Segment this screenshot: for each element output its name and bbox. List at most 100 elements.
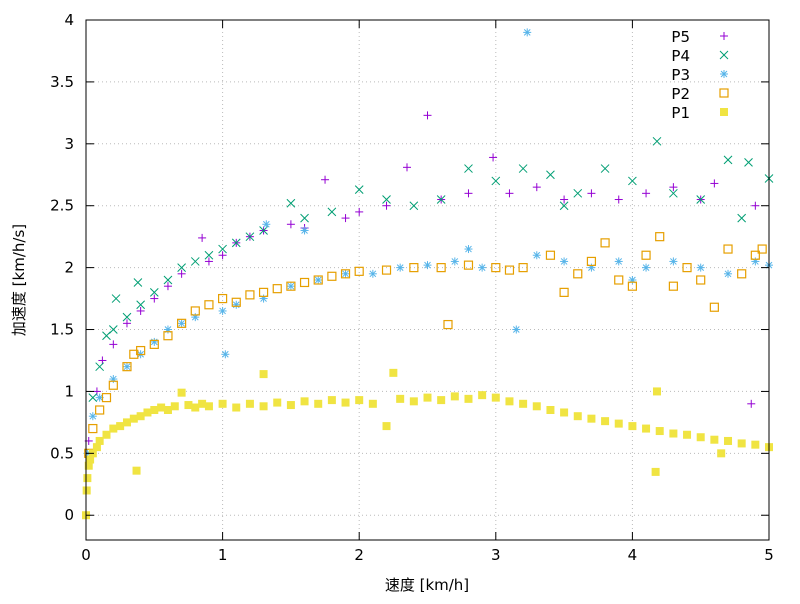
data-point bbox=[327, 207, 337, 217]
marker-shape bbox=[163, 331, 173, 341]
data-point bbox=[300, 213, 309, 223]
data-point bbox=[450, 392, 459, 401]
data-point bbox=[150, 406, 159, 414]
marker-stroke bbox=[354, 185, 364, 194]
marker-shape bbox=[355, 396, 364, 405]
data-point bbox=[136, 345, 146, 356]
marker-shape bbox=[204, 300, 214, 310]
data-point bbox=[655, 232, 665, 242]
data-point bbox=[218, 251, 227, 260]
data-point bbox=[314, 399, 323, 408]
marker-shape bbox=[88, 423, 98, 434]
marker-stroke bbox=[642, 264, 650, 271]
data-point bbox=[523, 28, 532, 37]
data-point bbox=[354, 266, 364, 276]
marker-shape bbox=[409, 397, 418, 406]
marker-shape bbox=[614, 419, 623, 428]
marker-shape bbox=[368, 399, 377, 408]
data-point bbox=[751, 201, 760, 210]
data-point bbox=[132, 466, 141, 475]
marker-shape bbox=[450, 392, 459, 401]
data-point bbox=[204, 300, 214, 310]
y-axis-label: 加速度 [km/h/s] bbox=[10, 224, 28, 336]
data-point bbox=[88, 412, 97, 421]
marker-shape bbox=[723, 244, 733, 254]
marker-shape bbox=[150, 406, 159, 414]
marker-stroke bbox=[190, 257, 200, 266]
data-point bbox=[133, 278, 143, 287]
data-point bbox=[436, 263, 446, 273]
data-point bbox=[177, 263, 186, 272]
marker-stroke bbox=[491, 176, 501, 186]
marker-shape bbox=[382, 422, 391, 431]
series-p4 bbox=[88, 136, 774, 402]
data-point bbox=[258, 287, 269, 297]
marker-shape bbox=[95, 405, 105, 415]
legend-marker-p1 bbox=[720, 108, 728, 116]
marker-shape bbox=[86, 455, 95, 464]
marker-shape bbox=[696, 433, 705, 442]
legend-label: P1 bbox=[671, 104, 690, 122]
data-point bbox=[409, 397, 418, 406]
data-point bbox=[368, 269, 377, 278]
marker-shape bbox=[132, 466, 141, 475]
data-point bbox=[83, 474, 92, 483]
data-point bbox=[122, 418, 131, 427]
data-point bbox=[750, 250, 760, 260]
data-point bbox=[109, 340, 118, 349]
data-point bbox=[163, 275, 173, 285]
marker-stroke bbox=[737, 213, 747, 223]
marker-shape bbox=[136, 345, 146, 356]
marker-shape bbox=[143, 408, 152, 417]
marker-shape bbox=[184, 401, 193, 410]
marker-shape bbox=[136, 412, 145, 421]
data-point bbox=[478, 263, 487, 272]
data-point bbox=[560, 408, 569, 417]
marker-stroke bbox=[600, 164, 610, 173]
marker-shape bbox=[683, 430, 692, 439]
data-point bbox=[95, 405, 105, 415]
grid bbox=[86, 20, 769, 540]
data-point bbox=[327, 271, 337, 281]
data-point bbox=[450, 257, 459, 266]
data-point bbox=[505, 189, 514, 198]
data-point bbox=[82, 486, 91, 495]
marker-shape bbox=[655, 427, 664, 436]
data-point bbox=[757, 244, 767, 254]
data-point bbox=[628, 276, 637, 284]
data-point bbox=[300, 397, 309, 406]
marker-shape bbox=[300, 397, 309, 406]
data-point bbox=[642, 263, 651, 272]
data-point bbox=[108, 325, 118, 334]
data-point bbox=[122, 362, 132, 372]
marker-stroke bbox=[719, 50, 729, 60]
data-point bbox=[573, 269, 583, 279]
data-point bbox=[652, 387, 661, 396]
data-point bbox=[696, 195, 706, 204]
data-point bbox=[286, 220, 295, 229]
data-point bbox=[286, 281, 296, 291]
marker-stroke bbox=[615, 258, 623, 265]
marker-stroke bbox=[133, 278, 143, 287]
data-points bbox=[82, 28, 774, 520]
data-point bbox=[717, 449, 726, 458]
marker-shape bbox=[436, 263, 446, 273]
marker-stroke bbox=[396, 264, 404, 271]
data-point bbox=[655, 427, 664, 436]
data-point bbox=[184, 401, 193, 410]
data-point bbox=[682, 263, 692, 273]
data-point bbox=[177, 318, 187, 328]
data-point bbox=[177, 269, 186, 278]
marker-stroke bbox=[314, 276, 322, 284]
marker-shape bbox=[505, 397, 514, 406]
marker-stroke bbox=[697, 264, 705, 271]
marker-shape bbox=[614, 275, 624, 285]
legend-marker-p3 bbox=[720, 70, 728, 78]
marker-shape bbox=[546, 406, 555, 414]
data-point bbox=[614, 419, 623, 428]
data-point bbox=[747, 399, 756, 408]
data-point bbox=[150, 337, 159, 346]
marker-stroke bbox=[218, 244, 227, 254]
marker-shape bbox=[102, 430, 111, 439]
marker-shape bbox=[259, 402, 268, 411]
